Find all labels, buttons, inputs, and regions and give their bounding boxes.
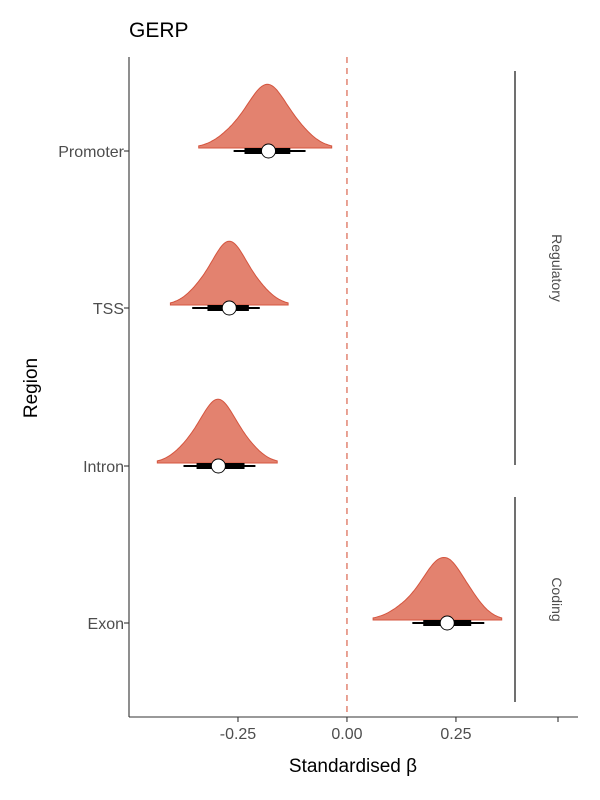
y-tick-label: Exon	[88, 616, 124, 633]
y-tick-label: Promoter	[58, 144, 124, 161]
plot-area: -0.25 0.00 0.25 Promoter TSS Intron Exon Regula…	[58, 57, 578, 743]
median-point-tss	[221, 300, 237, 316]
y-tick-label: Intron	[83, 459, 124, 476]
x-tick-label: -0.25	[220, 726, 257, 743]
median-point-intron	[210, 458, 226, 474]
median-point-promoter	[261, 143, 276, 159]
group-label-regulatory: Regulatory	[549, 234, 565, 302]
x-tick-label: 0.25	[440, 726, 471, 743]
x-tick-label: 0.00	[331, 726, 362, 743]
density-tss	[169, 240, 289, 306]
density-intron	[156, 398, 278, 464]
y-tick-label: TSS	[93, 301, 124, 318]
chart-title: GERP	[129, 19, 189, 42]
density-promoter	[198, 83, 333, 149]
x-axis-title: Standardised β	[289, 756, 417, 777]
median-point-exon	[439, 615, 455, 631]
y-axis-title: Region	[21, 358, 42, 418]
density-exon	[372, 556, 503, 621]
group-label-coding: Coding	[549, 577, 565, 621]
